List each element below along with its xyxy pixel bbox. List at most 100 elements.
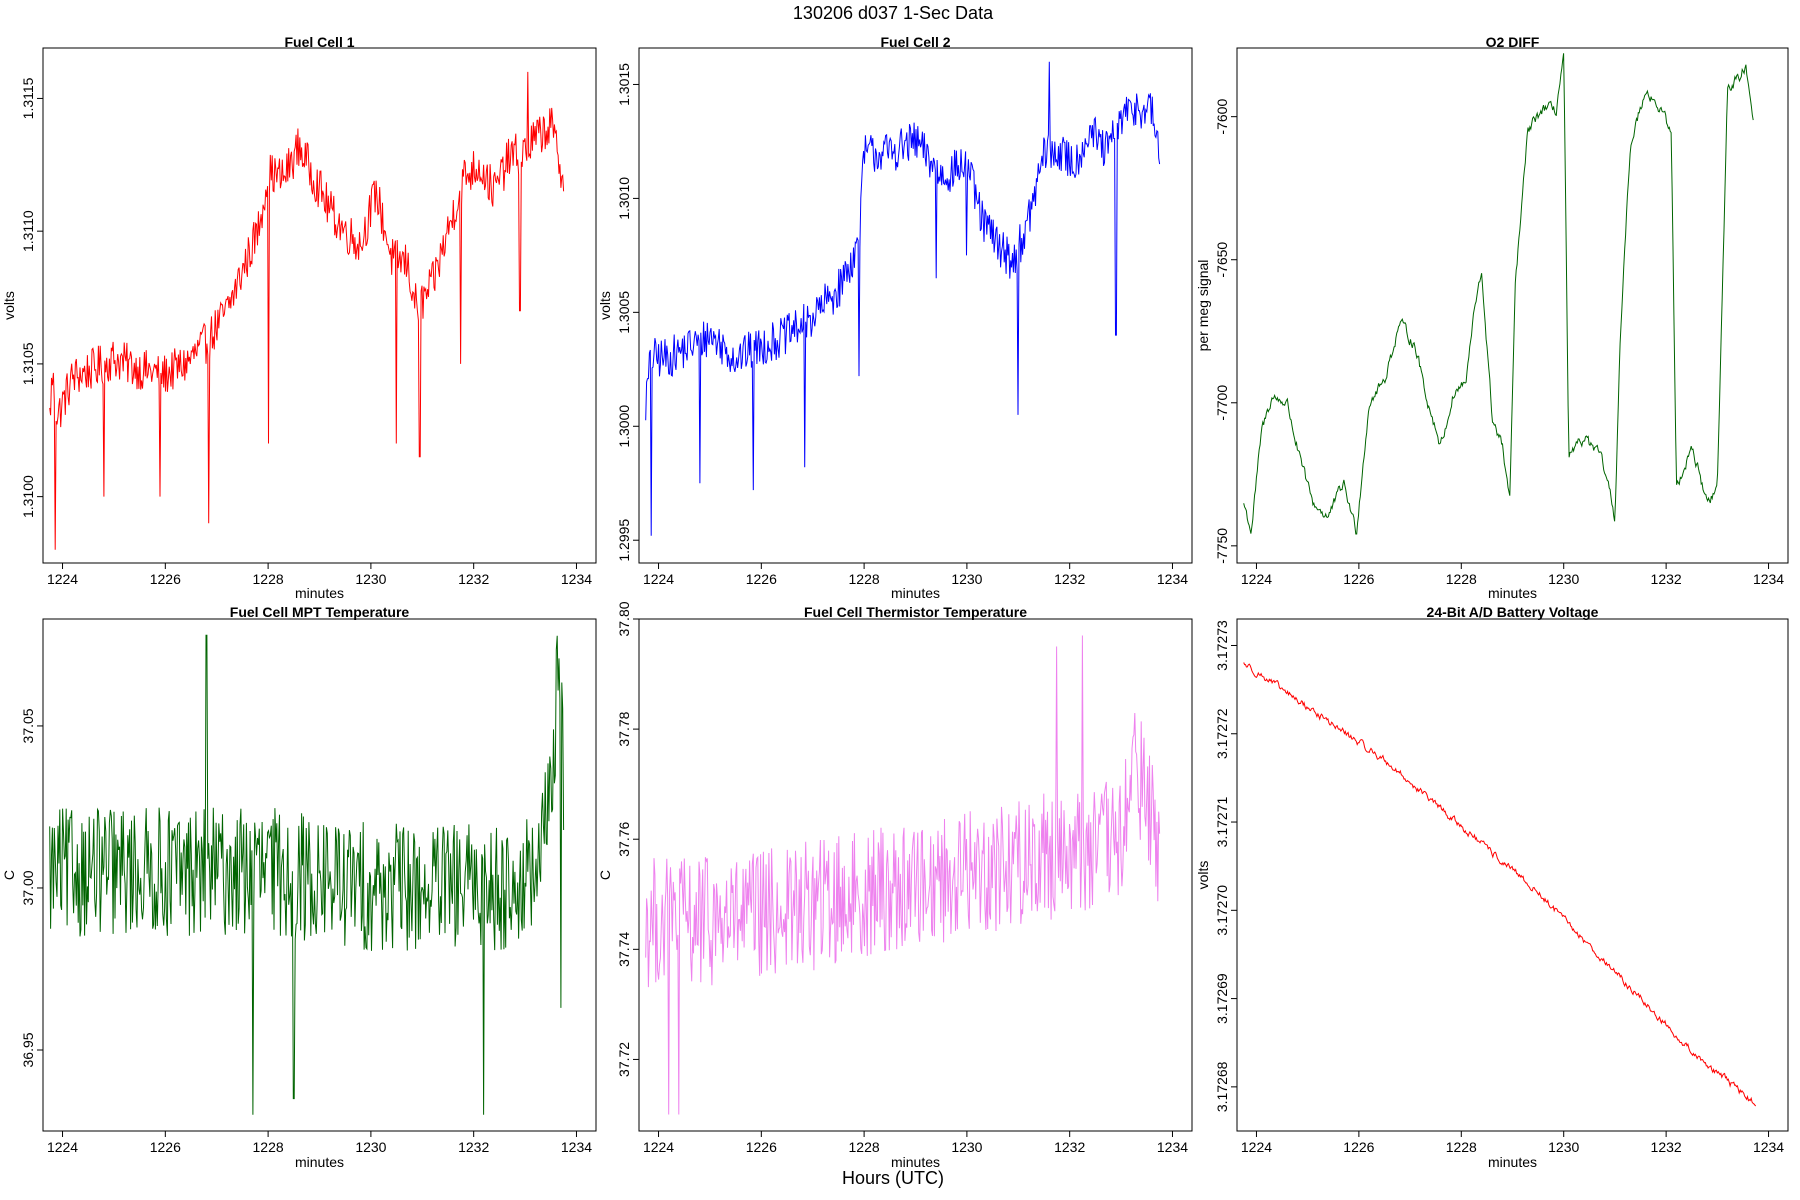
panel-battery-voltage: 24-Bit A/D Battery Voltage minutes volts… — [1195, 604, 1789, 1170]
y-tick-label: 37.05 — [20, 708, 36, 743]
y-tick-label: -7650 — [1214, 242, 1230, 278]
plot-frame — [42, 47, 597, 564]
y-axis-label: per meg signal — [1195, 260, 1211, 352]
x-tick-label: 1228 — [253, 1139, 284, 1155]
y-tick-label: 1.2995 — [616, 519, 632, 562]
y-tick-label: 1.3110 — [20, 210, 36, 252]
y-tick-label: 1.3105 — [20, 342, 36, 385]
x-tick-label: 1234 — [1157, 1139, 1188, 1155]
x-tick-label: 1226 — [746, 1139, 777, 1155]
y-axis-label: volts — [597, 291, 613, 320]
y-tick-label: 1.3100 — [20, 475, 36, 518]
x-tick-label: 1234 — [1753, 571, 1784, 587]
x-tick-label: 1226 — [1343, 1139, 1374, 1155]
x-tick-label: 1232 — [1651, 571, 1682, 587]
plot-frame — [638, 618, 1193, 1132]
figure-xlabel: Hours (UTC) — [842, 1168, 944, 1188]
y-tick-label: 1.3115 — [20, 77, 36, 119]
x-tick-label: 1228 — [849, 571, 880, 587]
plot-frame — [638, 47, 1193, 564]
x-tick-label: 1224 — [643, 571, 674, 587]
panel-title: 24-Bit A/D Battery Voltage — [1427, 604, 1599, 620]
panel-title: Fuel Cell 2 — [880, 34, 950, 50]
series-line — [49, 71, 565, 550]
panel-fuel-cell-1: Fuel Cell 1 minutes volts 1224 1226 1228 12… — [1, 34, 597, 601]
x-axis-label: minutes — [295, 1154, 344, 1170]
x-tick-label: 1232 — [1054, 1139, 1085, 1155]
series-line — [645, 61, 1161, 536]
y-tick-label: 1.3005 — [616, 291, 632, 334]
plot-frame — [42, 618, 597, 1132]
x-tick-label: 1230 — [1548, 571, 1579, 587]
x-tick-label: 1234 — [1157, 571, 1188, 587]
x-tick-label: 1226 — [150, 1139, 181, 1155]
series-line — [1243, 53, 1754, 535]
y-tick-label: 3.17270 — [1214, 885, 1230, 936]
x-tick-label: 1226 — [1343, 571, 1374, 587]
y-tick-label: 1.3000 — [616, 405, 632, 448]
plot-frame — [1236, 618, 1789, 1132]
x-tick-label: 1234 — [561, 1139, 592, 1155]
x-tick-label: 1228 — [253, 571, 284, 587]
y-tick-label: 37.72 — [616, 1042, 632, 1077]
y-axis-label: volts — [1195, 861, 1211, 890]
x-axis-label: minutes — [1488, 585, 1537, 601]
x-tick-label: 1228 — [1446, 571, 1477, 587]
x-tick-label: 1234 — [1753, 1139, 1784, 1155]
x-axis-label: minutes — [891, 1154, 940, 1170]
x-tick-label: 1230 — [355, 571, 386, 587]
x-tick-label: 1234 — [561, 571, 592, 587]
panel-title: Fuel Cell MPT Temperature — [230, 604, 410, 620]
y-tick-label: 37.78 — [616, 711, 632, 746]
panel-title: O2 DIFF — [1486, 34, 1540, 50]
panel-fuel-cell-thermistor-temperature: Fuel Cell Thermistor Temperature minutes… — [597, 601, 1193, 1170]
x-tick-label: 1230 — [1548, 1139, 1579, 1155]
y-tick-label: 36.95 — [20, 1032, 36, 1067]
x-tick-label: 1232 — [458, 1139, 489, 1155]
series-line — [645, 635, 1161, 1115]
y-tick-label: 37.00 — [20, 870, 36, 905]
y-tick-label: -7600 — [1214, 99, 1230, 135]
x-tick-label: 1224 — [1241, 1139, 1272, 1155]
x-tick-label: 1232 — [458, 571, 489, 587]
panel-title: Fuel Cell 1 — [284, 34, 354, 50]
y-axis-label: C — [1, 870, 17, 880]
plot-frame — [1236, 47, 1789, 564]
figure-title: 130206 d037 1-Sec Data — [793, 3, 994, 23]
y-tick-label: 37.74 — [616, 932, 632, 967]
x-tick-label: 1224 — [643, 1139, 674, 1155]
panel-fuel-cell-mpt-temperature: Fuel Cell MPT Temperature minutes C 1224… — [1, 604, 597, 1170]
series-line — [49, 634, 565, 1115]
x-tick-label: 1226 — [150, 571, 181, 587]
y-tick-label: 3.17273 — [1214, 620, 1230, 671]
x-tick-label: 1232 — [1651, 1139, 1682, 1155]
x-tick-label: 1230 — [355, 1139, 386, 1155]
x-tick-label: 1224 — [47, 571, 78, 587]
y-tick-label: 37.80 — [616, 601, 632, 636]
x-tick-label: 1230 — [951, 1139, 982, 1155]
x-tick-label: 1232 — [1054, 571, 1085, 587]
y-tick-label: 3.17271 — [1214, 797, 1230, 848]
y-tick-label: 3.17268 — [1214, 1061, 1230, 1112]
x-axis-label: minutes — [295, 585, 344, 601]
x-axis-label: minutes — [1488, 1154, 1537, 1170]
x-tick-label: 1226 — [746, 571, 777, 587]
y-tick-label: 3.17269 — [1214, 973, 1230, 1024]
y-tick-label: 1.3015 — [616, 63, 632, 106]
x-tick-label: 1224 — [47, 1139, 78, 1155]
y-axis-label: volts — [1, 291, 17, 320]
panel-o2-diff: O2 DIFF minutes per meg signal 1224 1226 1… — [1195, 34, 1789, 601]
x-tick-label: 1224 — [1241, 571, 1272, 587]
y-axis-label: C — [597, 870, 613, 880]
panel-fuel-cell-2: Fuel Cell 2 minutes volts 1224 1226 1228 12… — [597, 34, 1193, 601]
y-tick-label: -7700 — [1214, 385, 1230, 421]
y-tick-label: 3.17272 — [1214, 708, 1230, 759]
x-tick-label: 1230 — [951, 571, 982, 587]
y-tick-label: -7750 — [1214, 528, 1230, 564]
panel-title: Fuel Cell Thermistor Temperature — [804, 604, 1027, 620]
y-tick-label: 37.76 — [616, 821, 632, 856]
x-tick-label: 1228 — [1446, 1139, 1477, 1155]
x-tick-label: 1228 — [849, 1139, 880, 1155]
x-axis-label: minutes — [891, 585, 940, 601]
